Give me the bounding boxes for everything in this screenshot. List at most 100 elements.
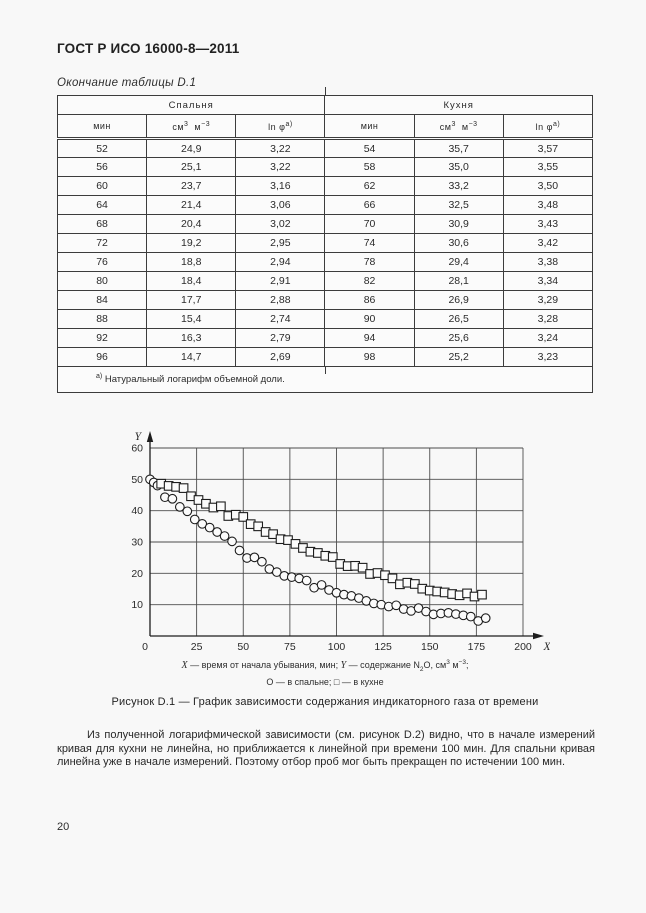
table-cell: 96 [56, 347, 148, 367]
table-cell: 3,57 [502, 138, 594, 158]
table-cell: 66 [324, 195, 415, 215]
table-cell: 24,9 [146, 138, 237, 158]
table-cell: 3,38 [502, 252, 594, 272]
table-cell: 84 [56, 290, 148, 310]
svg-text:30: 30 [131, 537, 143, 549]
table-cell: 88 [56, 309, 148, 329]
table-cell: 32,5 [413, 195, 504, 215]
table-cell: 92 [56, 328, 148, 348]
svg-text:175: 175 [468, 641, 486, 653]
figure-chart: 0 25 50 75 100 125 150 175 200 10 20 30 40 50 60 Y X [106, 422, 551, 662]
table-row: 56 25,1 3,22 58 35,0 3,55 [56, 157, 594, 177]
table-row: 76 18,8 2,94 78 29,4 3,38 [56, 252, 594, 272]
table-cell: 16,3 [146, 328, 237, 348]
table-cell: 15,4 [146, 309, 237, 329]
table-cell: 3,22 [235, 138, 326, 158]
table-cell: 94 [324, 328, 415, 348]
table-cell: 3,42 [502, 233, 594, 253]
table-row: 80 18,4 2,91 82 28,1 3,34 [56, 271, 594, 291]
table-row: 72 19,2 2,95 74 30,6 3,42 [56, 233, 594, 253]
table-cell: 74 [324, 233, 415, 253]
table-cell: 3,22 [235, 157, 326, 177]
table-cell: 54 [324, 138, 415, 158]
table-cell: 58 [324, 157, 415, 177]
svg-text:20: 20 [131, 568, 143, 580]
figure-legend: X — время от начала убывания, мин; Y — с… [57, 657, 593, 689]
table-cell: 3,16 [235, 176, 326, 196]
table-cell: 70 [324, 214, 415, 234]
table-cell: 14,7 [146, 347, 237, 367]
table-cell: 18,8 [146, 252, 237, 272]
table-cell: 30,9 [413, 214, 504, 234]
column-header-concentration-kitchen: см3 м−3 [413, 114, 504, 140]
table-cell: 35,7 [413, 138, 504, 158]
table-cell: 17,7 [146, 290, 237, 310]
table-row: 88 15,4 2,74 90 26,5 3,28 [56, 309, 594, 329]
column-header-time-bedroom: мин [56, 114, 148, 140]
figure-plot: 0 25 50 75 100 125 150 175 200 10 20 30 40 50 60Y X [131, 431, 551, 653]
table-body: 52 24,9 3,22 54 35,7 3,57 56 25,1 3,22 58 35,0 3,55… [56, 138, 594, 367]
svg-text:200: 200 [514, 641, 532, 653]
svg-text:50: 50 [131, 474, 143, 486]
table-row: 60 23,7 3,16 62 33,2 3,50 [56, 176, 594, 196]
table-cell: 28,1 [413, 271, 504, 291]
svg-text:100: 100 [328, 641, 346, 653]
table-cell: 90 [324, 309, 415, 329]
data-table-wrapper: Спальня Кухня мин см3 м−3 ln φа) мин см3… [56, 87, 594, 393]
table-cell: 3,24 [502, 328, 594, 348]
table-cell: 64 [56, 195, 148, 215]
table-cell: 60 [56, 176, 148, 196]
table-cell: 25,2 [413, 347, 504, 367]
table-row: 52 24,9 3,22 54 35,7 3,57 [56, 138, 594, 158]
document-title: ГОСТ Р ИСО 16000-8—2011 [57, 41, 240, 56]
table-cell: 3,55 [502, 157, 594, 177]
table-cell: 18,4 [146, 271, 237, 291]
table-row: 84 17,7 2,88 86 26,9 3,29 [56, 290, 594, 310]
table-cell: 76 [56, 252, 148, 272]
table-cell: 26,5 [413, 309, 504, 329]
table-cell: 3,23 [502, 347, 594, 367]
table-cell: 98 [324, 347, 415, 367]
table-cell: 78 [324, 252, 415, 272]
table-cell: 3,50 [502, 176, 594, 196]
svg-text:60: 60 [131, 443, 143, 455]
page-number: 20 [57, 821, 70, 833]
column-header-ln-bedroom: ln φа) [235, 114, 326, 140]
table-cell: 68 [56, 214, 148, 234]
table-cell: 72 [56, 233, 148, 253]
table-cell: 19,2 [146, 233, 237, 253]
table-cell: 56 [56, 157, 148, 177]
table-cell: 82 [324, 271, 415, 291]
table-cell: 25,6 [413, 328, 504, 348]
table-cell: 2,74 [235, 309, 326, 329]
table-cell: 21,4 [146, 195, 237, 215]
table-cell: 2,69 [235, 347, 326, 367]
table-cell: 80 [56, 271, 148, 291]
table-divider-stub-top [325, 87, 326, 95]
svg-text:40: 40 [131, 505, 143, 517]
column-header-concentration-bedroom: см3 м−3 [146, 114, 237, 140]
table-cell: 3,06 [235, 195, 326, 215]
table-cell: 35,0 [413, 157, 504, 177]
svg-text:10: 10 [131, 599, 143, 611]
svg-text:25: 25 [191, 641, 203, 653]
svg-text:50: 50 [237, 641, 249, 653]
table-caption: Окончание таблицы D.1 [57, 77, 197, 89]
table-row: 64 21,4 3,06 66 32,5 3,48 [56, 195, 594, 215]
table-row: 96 14,7 2,69 98 25,2 3,23 [56, 347, 594, 367]
svg-text:0: 0 [142, 641, 148, 653]
table-cell: 30,6 [413, 233, 504, 253]
column-group-bedroom: Спальня [56, 95, 326, 115]
table-cell: 52 [56, 138, 148, 158]
table-cell: 23,7 [146, 176, 237, 196]
table-cell: 2,94 [235, 252, 326, 272]
table-cell: 25,1 [146, 157, 237, 177]
svg-text:125: 125 [374, 641, 392, 653]
table-cell: 2,88 [235, 290, 326, 310]
table-row: 92 16,3 2,79 94 25,6 3,24 [56, 328, 594, 348]
table-cell: 3,48 [502, 195, 594, 215]
table-divider-stub-bottom [325, 367, 326, 374]
column-header-time-kitchen: мин [324, 114, 415, 140]
table-cell: 29,4 [413, 252, 504, 272]
column-header-ln-kitchen: ln φа) [502, 114, 594, 140]
